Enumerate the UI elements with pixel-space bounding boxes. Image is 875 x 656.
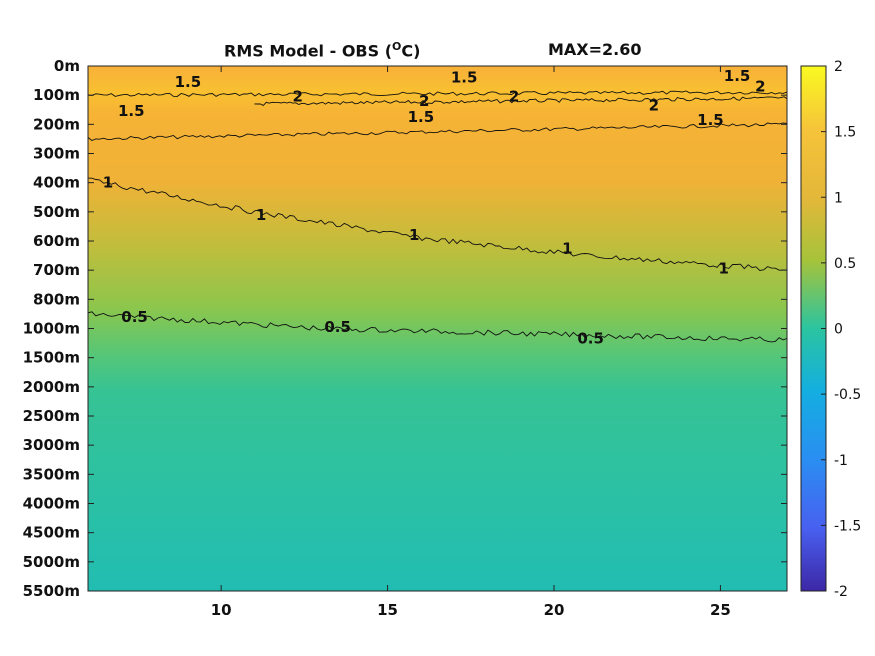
contour-label: 0.5 — [121, 308, 148, 326]
contour-label: 0.5 — [577, 330, 604, 348]
y-tick-label: 4000m — [23, 495, 80, 513]
contour-label: 2 — [649, 96, 659, 114]
contour-label: 2 — [509, 88, 519, 106]
y-tick-label: 300m — [33, 145, 80, 163]
colorbar-tick-label: 2 — [834, 59, 843, 75]
title-unit: C) — [401, 41, 421, 61]
contour-label: 1.5 — [408, 108, 435, 126]
contour-line-0-5 — [88, 311, 787, 343]
y-tick-label: 3000m — [23, 436, 80, 454]
field-background — [88, 66, 787, 591]
colorbar-tick-label: 1 — [834, 190, 843, 206]
y-tick-label: 3500m — [23, 465, 80, 483]
x-tick-label: 25 — [710, 601, 731, 619]
y-tick-label: 2000m — [23, 378, 80, 396]
y-tick-label: 100m — [33, 86, 80, 104]
max-label: MAX=2.60 — [548, 40, 642, 59]
x-tick-label: 15 — [377, 601, 398, 619]
contour-line-2 — [254, 96, 787, 106]
y-tick-label: 0m — [54, 57, 80, 75]
y-tick-label: 200m — [33, 115, 80, 133]
y-axis: 0m 100m 200m 300m 400m 500m 600m 700m 800m 1000m 1… — [23, 57, 787, 600]
title-degree-superscript: O — [392, 40, 402, 53]
contour-lines — [88, 90, 787, 343]
y-tick-label: 4500m — [23, 524, 80, 542]
x-tick-label: 20 — [544, 601, 565, 619]
contour-label: 1.5 — [724, 67, 751, 85]
y-tick-label: 1500m — [23, 349, 80, 367]
contour-line-1 — [88, 177, 787, 271]
colorbar-ticks: 2 1.5 1 0.5 0 -0.5 -1 -1.5 -2 — [821, 59, 861, 600]
y-tick-label: 700m — [33, 261, 80, 279]
contour-label: 0.5 — [324, 318, 351, 336]
y-tick-label: 400m — [33, 174, 80, 192]
contour-label: 1 — [103, 174, 113, 192]
y-tick-label: 800m — [33, 290, 80, 308]
x-tick-label: 10 — [211, 601, 232, 619]
colorbar-tick-label: 0 — [834, 322, 843, 338]
y-tick-label: 600m — [33, 232, 80, 250]
chart-title: RMS Model - OBS (OC) — [224, 40, 420, 60]
y-tick-label: 2500m — [23, 407, 80, 425]
contour-label: 2 — [755, 77, 765, 95]
contour-label: 1.5 — [175, 73, 202, 91]
contour-label: 1 — [719, 260, 729, 278]
y-tick-label: 500m — [33, 203, 80, 221]
title-text: RMS Model - OBS ( — [224, 41, 393, 61]
contour-line-1-5 — [88, 122, 787, 142]
contour-label: 1.5 — [451, 69, 478, 87]
contour-label: 1 — [409, 226, 419, 244]
contour-label: 1 — [256, 206, 266, 224]
y-tick-label: 5500m — [23, 582, 80, 600]
contour-label: 1 — [562, 239, 572, 257]
x-axis: 10 15 20 25 — [211, 66, 731, 619]
colorbar-tick-label: 1.5 — [834, 125, 856, 141]
contour-label: 2 — [419, 92, 429, 110]
contour-label: 1.5 — [118, 102, 145, 120]
contour-label: 1.5 — [697, 111, 724, 129]
colorbar-tick-label: -1.5 — [834, 518, 861, 534]
y-tick-label: 5000m — [23, 553, 80, 571]
y-tick-label: 1000m — [23, 320, 80, 338]
colorbar-tick-label: -1 — [834, 453, 848, 469]
colorbar-tick-label: 0.5 — [834, 256, 856, 272]
colorbar-tick-label: -2 — [834, 584, 848, 600]
contour-label: 2 — [292, 88, 302, 106]
colorbar-tick-label: -0.5 — [834, 387, 861, 403]
contour-line-1-5 — [88, 90, 787, 97]
